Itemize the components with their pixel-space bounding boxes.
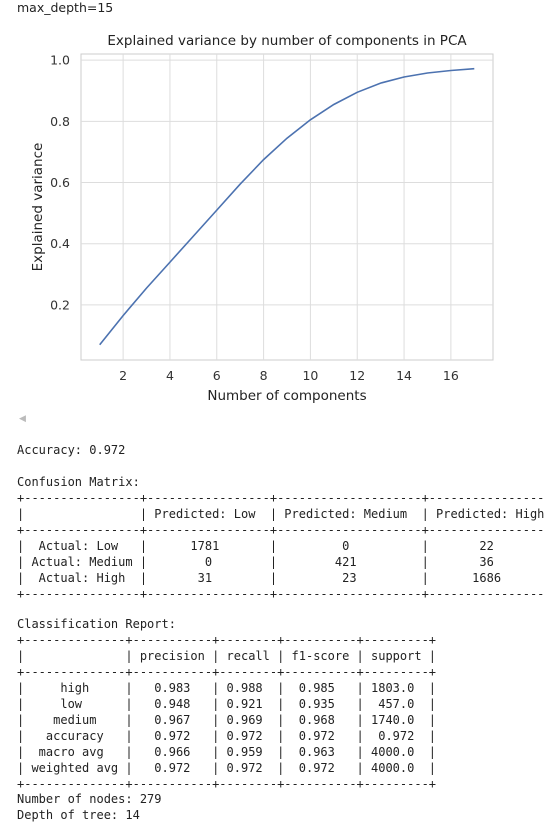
output-header-text: max_depth=15 (17, 0, 113, 15)
y-tick-label: 0.4 (50, 236, 70, 251)
collapse-output-icon[interactable]: ◀ (19, 414, 26, 424)
y-axis-label: Explained variance (30, 143, 46, 272)
x-tick-label: 16 (443, 368, 459, 383)
x-tick-label: 4 (166, 368, 174, 383)
x-tick-label: 12 (349, 368, 365, 383)
x-axis-label: Number of components (207, 388, 366, 404)
y-tick-label: 0.2 (50, 297, 70, 312)
pca-variance-chart: 2 4 6 8 10 12 14 16 0.2 0.4 0.6 0.8 1.0 Explained var… (0, 28, 546, 408)
depth-of-tree-text: Depth of tree: 14 (17, 807, 140, 823)
x-tick-label: 8 (260, 368, 268, 383)
x-tick-label: 10 (302, 368, 318, 383)
y-tick-label: 1.0 (50, 53, 70, 68)
chart-svg: 2 4 6 8 10 12 14 16 0.2 0.4 0.6 0.8 1.0 Explained var… (0, 28, 546, 408)
confusion-matrix-title: Confusion Matrix: (17, 474, 140, 490)
plot-area (81, 54, 493, 360)
x-tick-label: 14 (396, 368, 412, 383)
x-tick-label: 6 (213, 368, 221, 383)
confusion-matrix-table: +----------------+-----------------+----… (17, 490, 546, 602)
x-tick-label: 2 (119, 368, 127, 383)
number-of-nodes-text: Number of nodes: 279 (17, 791, 162, 807)
classification-report-table: +--------------+-----------+--------+---… (17, 632, 436, 792)
accuracy-text: Accuracy: 0.972 (17, 442, 125, 458)
classification-report-title: Classification Report: (17, 616, 176, 632)
chart-title: Explained variance by number of componen… (107, 33, 467, 49)
y-tick-label: 0.8 (50, 114, 70, 129)
y-tick-label: 0.6 (50, 175, 70, 190)
